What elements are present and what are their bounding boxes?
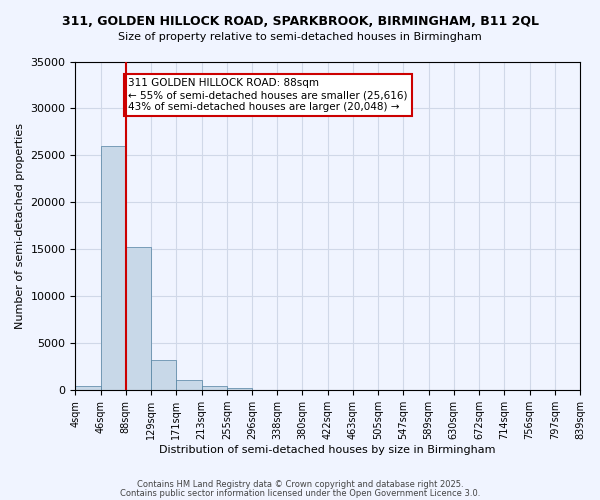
Bar — [151, 360, 176, 390]
Text: Contains public sector information licensed under the Open Government Licence 3.: Contains public sector information licen… — [120, 488, 480, 498]
Text: 311, GOLDEN HILLOCK ROAD, SPARKBROOK, BIRMINGHAM, B11 2QL: 311, GOLDEN HILLOCK ROAD, SPARKBROOK, BI… — [62, 15, 539, 28]
Bar — [126, 248, 151, 390]
Bar — [101, 146, 126, 390]
Text: 311 GOLDEN HILLOCK ROAD: 88sqm
← 55% of semi-detached houses are smaller (25,616: 311 GOLDEN HILLOCK ROAD: 88sqm ← 55% of … — [128, 78, 408, 112]
Bar — [202, 386, 227, 390]
Bar — [227, 388, 252, 390]
Bar — [76, 386, 101, 390]
Text: Contains HM Land Registry data © Crown copyright and database right 2025.: Contains HM Land Registry data © Crown c… — [137, 480, 463, 489]
Bar — [176, 380, 202, 390]
Y-axis label: Number of semi-detached properties: Number of semi-detached properties — [15, 123, 25, 329]
Text: Size of property relative to semi-detached houses in Birmingham: Size of property relative to semi-detach… — [118, 32, 482, 42]
X-axis label: Distribution of semi-detached houses by size in Birmingham: Distribution of semi-detached houses by … — [160, 445, 496, 455]
